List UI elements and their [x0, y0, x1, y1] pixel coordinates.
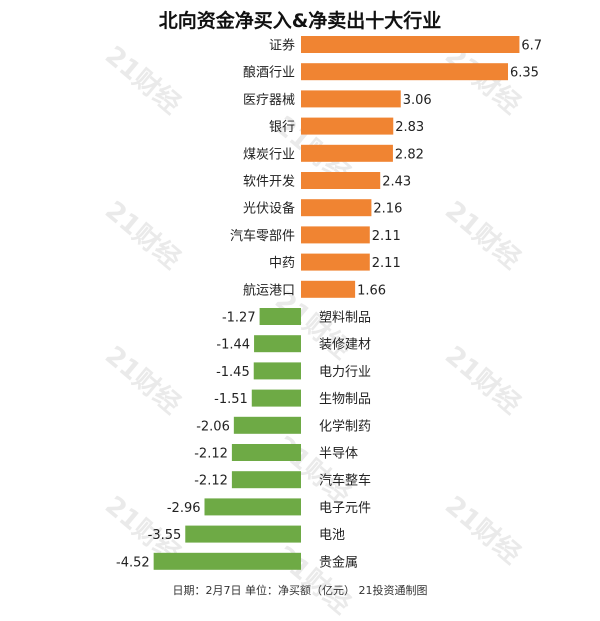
- bar: [301, 172, 381, 189]
- bar-group: 银行 2.83: [269, 117, 424, 135]
- bar-group: 汽车整车 -2.12: [194, 471, 371, 489]
- value-label: 2.11: [372, 229, 401, 244]
- bar-group: 装修建材 -1.44: [216, 335, 371, 353]
- bar-group: 医疗器械 3.06: [243, 90, 432, 108]
- bar: [301, 117, 394, 135]
- category-label: 银行: [269, 120, 295, 135]
- category-label: 汽车整车: [319, 473, 371, 489]
- value-label: -1.45: [216, 365, 250, 380]
- category-label: 贵金属: [319, 554, 358, 570]
- value-label: -1.27: [222, 311, 256, 326]
- bar: [231, 444, 301, 461]
- category-label: 酿酒行业: [243, 65, 295, 81]
- bar-group: 煤炭行业 2.82: [243, 144, 424, 162]
- value-label: -4.52: [116, 555, 150, 570]
- category-label: 电力行业: [319, 365, 371, 380]
- value-label: 2.43: [382, 175, 411, 190]
- category-label: 软件开发: [243, 174, 295, 190]
- bar: [301, 144, 393, 162]
- value-label: 2.16: [373, 202, 402, 217]
- value-label: -1.44: [216, 338, 250, 353]
- category-label: 塑料制品: [319, 311, 371, 326]
- category-label: 中药: [269, 256, 295, 271]
- bar-group: 汽车零部件 2.11: [230, 226, 401, 244]
- category-label: 光伏设备: [243, 201, 295, 217]
- bar: [301, 63, 509, 81]
- value-label: 2.11: [372, 256, 401, 271]
- bar-group: 酿酒行业 6.35: [243, 63, 539, 81]
- value-label: -3.55: [148, 528, 182, 543]
- category-label: 生物制品: [319, 392, 371, 407]
- value-label: -2.96: [167, 501, 201, 516]
- value-label: 2.82: [395, 147, 424, 162]
- category-label: 电子元件: [319, 501, 371, 516]
- value-label: 3.06: [403, 93, 432, 108]
- bar-group: 电力行业 -1.45: [216, 362, 371, 380]
- bar-group: 贵金属 -4.52: [116, 552, 358, 570]
- bar: [301, 280, 356, 298]
- value-label: -2.12: [194, 474, 228, 489]
- value-label: -2.12: [194, 447, 228, 462]
- category-label: 电池: [319, 528, 345, 543]
- category-label: 医疗器械: [243, 93, 295, 108]
- bar: [301, 199, 372, 217]
- category-label: 化学制药: [319, 418, 371, 434]
- bar: [301, 36, 520, 53]
- category-label: 煤炭行业: [243, 147, 295, 162]
- bar: [185, 525, 301, 543]
- value-label: 2.83: [395, 120, 424, 135]
- bar: [301, 253, 370, 271]
- bar: [301, 226, 370, 244]
- bar-group: 半导体 -2.12: [194, 444, 358, 462]
- category-label: 装修建材: [319, 338, 371, 353]
- value-label: 6.7: [521, 39, 542, 54]
- value-label: -2.06: [196, 419, 230, 434]
- bar: [259, 308, 301, 325]
- bar: [253, 362, 301, 380]
- bar: [254, 335, 301, 353]
- bar-group: 证券 6.7: [269, 36, 542, 54]
- bar: [233, 416, 301, 434]
- bar-group: 航运港口 1.66: [243, 280, 386, 298]
- bar: [251, 389, 301, 407]
- bar: [153, 552, 301, 570]
- bar-chart: 证券 6.7 酿酒行业 6.35 医疗器械 3.06 银行 2.83 煤炭行业 2.82 软件开发 2…: [116, 36, 542, 570]
- bar-group: 生物制品 -1.51: [214, 389, 371, 407]
- bar: [204, 498, 301, 516]
- value-label: -1.51: [214, 392, 248, 407]
- bar-group: 中药 2.11: [269, 253, 401, 271]
- bar-group: 塑料制品 -1.27: [222, 308, 371, 326]
- bar-group: 光伏设备 2.16: [243, 199, 402, 217]
- bar-group: 化学制药 -2.06: [196, 416, 371, 434]
- bar-group: 电池 -3.55: [148, 525, 345, 543]
- value-label: 6.35: [510, 66, 539, 81]
- category-label: 汽车零部件: [230, 228, 295, 244]
- category-label: 半导体: [319, 447, 358, 462]
- bar-group: 电子元件 -2.96: [167, 498, 371, 516]
- bar: [301, 90, 401, 108]
- bar: [231, 471, 301, 489]
- value-label: 1.66: [357, 283, 386, 298]
- footer-note: 日期：2月7日 单位：净买额（亿元） 21投资通制图: [172, 584, 428, 597]
- bar-group: 软件开发 2.43: [243, 172, 411, 190]
- chart-title: 北向资金净买入&净卖出十大行业: [158, 10, 442, 32]
- category-label: 航运港口: [243, 282, 295, 298]
- category-label: 证券: [269, 38, 295, 54]
